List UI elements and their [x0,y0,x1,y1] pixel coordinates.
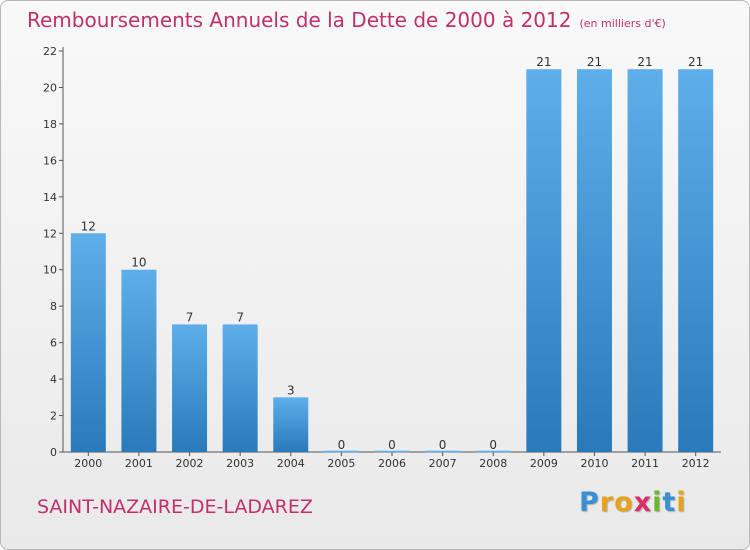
y-tick-label: 6 [50,337,57,350]
x-tick-label: 2007 [429,457,457,470]
bar-2004 [273,397,309,452]
y-tick-label: 16 [43,154,57,167]
x-tick-label: 2006 [378,457,406,470]
y-tick-label: 14 [43,191,57,204]
logo-letter: P [579,487,600,518]
proxiti-logo: Proxiti [579,487,687,518]
bar-2009 [526,69,562,453]
logo-letter: x [633,487,653,518]
bar-2003 [222,324,258,452]
data-label: 21 [536,55,551,69]
logo-letter: o [614,487,634,518]
x-tick-label: 2011 [631,457,659,470]
chart-title-text: Remboursements Annuels de la Dette de 20… [27,8,572,32]
logo-letter: t [662,487,677,518]
data-label: 0 [439,438,447,452]
data-label: 0 [388,438,396,452]
data-label: 21 [587,55,602,69]
bar-2002 [172,324,208,452]
y-tick-label: 0 [50,446,57,459]
data-label: 21 [637,55,652,69]
data-label: 21 [688,55,703,69]
data-label: 3 [287,383,295,397]
bar-2010 [576,69,612,453]
data-label: 7 [236,310,244,324]
x-tick-label: 2001 [125,457,153,470]
bar-2012 [678,69,714,453]
y-tick-label: 20 [43,81,57,94]
y-tick-label: 4 [50,373,57,386]
logo-letter: i [652,487,663,518]
y-tick-label: 8 [50,300,57,313]
x-tick-label: 2002 [176,457,204,470]
y-tick-label: 12 [43,227,57,240]
logo-letter: i [676,487,687,518]
x-tick-label: 2012 [682,457,710,470]
data-label: 7 [186,310,194,324]
y-tick-label: 18 [43,118,57,131]
y-tick-label: 10 [43,264,57,277]
chart-title: Remboursements Annuels de la Dette de 20… [27,8,666,32]
x-tick-label: 2005 [327,457,355,470]
data-label: 0 [489,438,497,452]
data-label: 0 [338,438,346,452]
chart-unit-note: (en milliers d'€) [579,17,666,30]
logo-letter: r [599,487,615,518]
y-tick-label: 22 [43,45,57,58]
chart-bars [70,69,714,453]
x-tick-label: 2009 [530,457,558,470]
city-name: SAINT-NAZAIRE-DE-LADAREZ [37,496,313,518]
chart-labels: 2000 12 2001 10 2002 7 2003 7 2004 3 2005 0 2006 0 200… [74,55,709,470]
data-label: 10 [131,256,146,270]
data-label: 12 [81,219,96,233]
x-tick-label: 2003 [226,457,254,470]
bar-2001 [121,269,157,452]
x-tick-label: 2004 [277,457,305,470]
x-tick-label: 2010 [580,457,608,470]
bar-2000 [70,233,106,452]
x-tick-label: 2000 [74,457,102,470]
bar-2011 [627,69,663,453]
y-tick-label: 2 [50,410,57,423]
x-tick-label: 2008 [479,457,507,470]
